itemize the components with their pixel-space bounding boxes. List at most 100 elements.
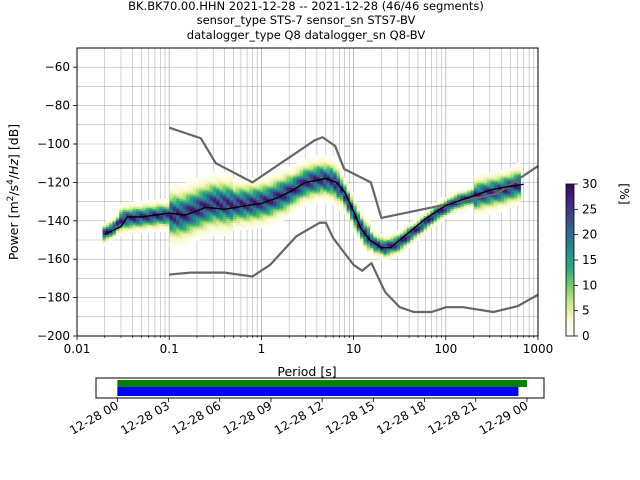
psd-cell xyxy=(186,185,190,188)
psd-cell xyxy=(319,164,324,167)
psd-cell xyxy=(423,215,428,218)
psd-cell xyxy=(313,198,317,201)
psd-cell xyxy=(370,247,374,250)
psd-cell xyxy=(296,189,301,192)
psd-cell xyxy=(406,226,411,230)
psd-cell xyxy=(236,209,241,212)
psd-cell xyxy=(152,205,157,208)
psd-cell xyxy=(323,182,327,185)
y-tick-label: −120 xyxy=(37,175,70,189)
psd-cell xyxy=(296,168,301,171)
psd-cell xyxy=(152,226,157,229)
psd-cell xyxy=(142,206,147,209)
psd-cell xyxy=(463,201,468,204)
x-tick-label: 0.1 xyxy=(160,342,179,356)
psd-cell xyxy=(353,228,358,231)
psd-cell xyxy=(406,242,411,245)
psd-cell xyxy=(319,181,324,184)
psd-cell xyxy=(400,231,404,235)
psd-cell xyxy=(329,196,334,199)
psd-cell xyxy=(283,196,287,199)
psd-cell xyxy=(440,212,445,216)
psd-cell xyxy=(229,199,234,202)
psd-cell xyxy=(303,185,307,188)
psd-cell xyxy=(219,177,224,181)
psd-cell xyxy=(192,215,197,218)
psd-cell xyxy=(413,223,418,226)
psd-cell xyxy=(293,177,297,181)
psd-cell xyxy=(273,189,277,192)
psd-cell xyxy=(179,235,184,238)
psd-cell xyxy=(156,208,160,211)
psd-cell xyxy=(296,193,301,196)
psd-cell xyxy=(289,187,294,190)
psd-cell xyxy=(149,211,154,214)
psd-cell xyxy=(296,199,301,202)
psd-cell xyxy=(196,186,200,190)
psd-cell xyxy=(339,181,344,184)
psd-cell xyxy=(273,202,277,206)
psd-cell xyxy=(176,239,180,242)
psd-cell xyxy=(346,195,351,198)
psd-cell xyxy=(129,222,133,226)
psd-cell xyxy=(339,185,344,188)
psd-cell xyxy=(329,167,334,170)
psd-cell xyxy=(517,172,521,175)
psd-cell xyxy=(156,225,160,229)
psd-cell xyxy=(249,187,254,190)
psd-cell xyxy=(269,185,274,188)
psd-cell xyxy=(356,237,361,240)
psd-cell xyxy=(380,239,384,242)
psd-cell xyxy=(212,193,217,196)
psd-cell xyxy=(222,229,227,233)
psd-cell xyxy=(236,222,241,225)
psd-cell xyxy=(269,200,274,203)
psd-cell xyxy=(376,251,381,255)
psd-cell xyxy=(229,193,234,197)
psd-cell xyxy=(329,198,334,201)
psd-cell xyxy=(306,157,311,160)
psd-cell xyxy=(166,208,170,211)
psd-cell xyxy=(480,202,485,205)
psd-cell xyxy=(430,219,434,223)
psd-cell xyxy=(179,233,184,236)
psd-cell xyxy=(483,186,488,189)
psd-cell xyxy=(159,204,164,207)
psd-cell xyxy=(162,202,167,205)
psd-cell xyxy=(246,216,251,219)
psd-cell xyxy=(122,215,127,219)
psd-cell xyxy=(226,189,230,193)
psd-cell xyxy=(206,187,210,190)
psd-cell xyxy=(222,197,227,200)
psd-cell xyxy=(176,191,180,194)
psd-cell xyxy=(192,238,197,241)
psd-cell xyxy=(249,202,254,205)
psd-cell xyxy=(216,189,220,192)
psd-cell xyxy=(453,212,458,215)
psd-cell xyxy=(517,189,521,192)
psd-cell xyxy=(420,218,424,221)
psd-cell xyxy=(497,181,501,185)
psd-cell xyxy=(135,208,140,211)
psd-cell xyxy=(309,183,314,186)
psd-cell xyxy=(393,245,398,248)
psd-cell xyxy=(299,198,304,202)
noise-model-lines xyxy=(104,126,539,314)
psd-cell xyxy=(500,204,505,207)
psd-cell xyxy=(159,229,164,232)
psd-cell xyxy=(493,180,498,183)
psd-cell xyxy=(443,212,448,216)
psd-cell xyxy=(232,216,237,220)
psd-cell xyxy=(152,206,157,210)
psd-cell xyxy=(360,213,364,216)
psd-cell xyxy=(186,223,190,226)
psd-cell xyxy=(323,201,327,204)
psd-cell xyxy=(460,193,465,196)
psd-cell xyxy=(212,177,217,180)
psd-cell xyxy=(497,210,501,213)
psd-cell xyxy=(303,202,307,205)
psd-cell xyxy=(316,168,321,171)
psd-cell xyxy=(216,229,220,232)
psd-cell xyxy=(279,190,284,193)
psd-cell xyxy=(202,230,207,233)
